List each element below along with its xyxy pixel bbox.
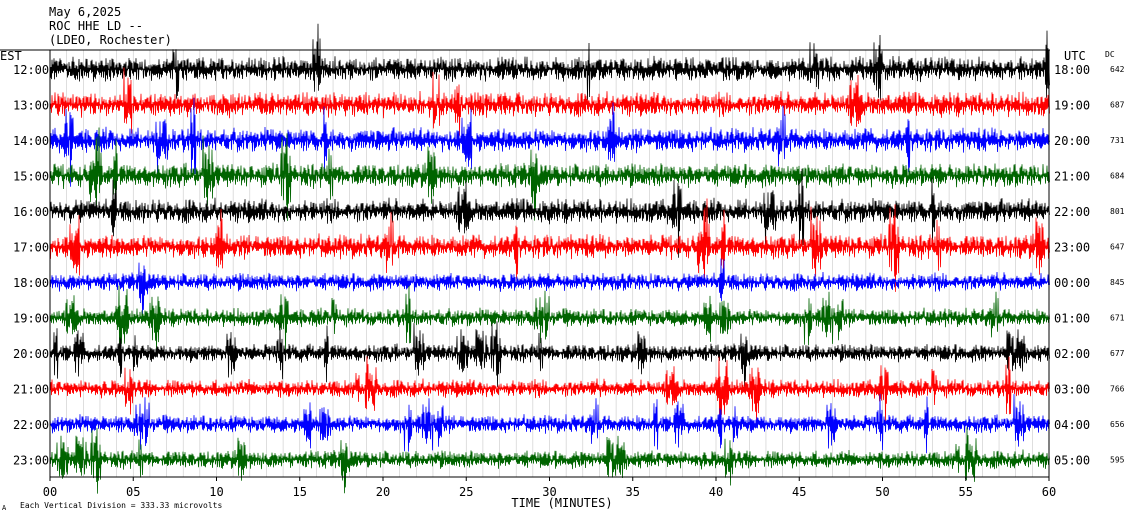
seismic-trace-1300 [49,67,1050,136]
dc-offset-value: 677 [1110,349,1125,358]
seismic-trace-1400 [49,97,1050,187]
x-tick-label: 50 [875,485,889,499]
est-hour-label: 15:00 [13,170,49,184]
utc-hour-label: 03:00 [1054,383,1090,397]
seismic-trace-2100 [49,356,1050,424]
utc-hour-label: 02:00 [1054,347,1090,361]
utc-hour-label: 23:00 [1054,241,1090,255]
x-tick-label: 25 [459,485,473,499]
x-tick-label: 00 [43,485,57,499]
x-tick-label: 20 [376,485,390,499]
est-hour-label: 23:00 [13,454,49,468]
utc-hour-label: 01:00 [1054,312,1090,326]
dc-offset-value: 656 [1110,420,1125,429]
x-tick-label: 40 [709,485,723,499]
footer-scale-note: Each Vertical Division = 333.33 microvol… [20,501,222,510]
est-hour-label: 22:00 [13,418,49,432]
dc-offset-value: 647 [1110,243,1125,252]
seismic-trace-1200 [49,23,1050,101]
seismic-trace-2200 [49,393,1050,454]
est-tick-labels: 12:00 13:00 14:00 15:00 16:00 17:00 18:00 19:00… [13,63,49,468]
x-tick-label: 35 [626,485,640,499]
dc-offset-value: 845 [1110,278,1125,287]
utc-hour-label: 18:00 [1054,63,1090,77]
x-tick-labels: 00 05 10 15 20 25 30 35 40 45 50 55 60 [43,477,1056,499]
utc-hour-label: 22:00 [1054,205,1090,219]
est-hour-label: 21:00 [13,383,49,397]
utc-hour-label: 00:00 [1054,276,1090,290]
est-hour-label: 20:00 [13,347,49,361]
est-hour-label: 16:00 [13,205,49,219]
x-tick-label: 15 [293,485,307,499]
dc-offset-value: 801 [1110,207,1125,216]
header-network: (LDEO, Rochester) [49,33,172,47]
est-hour-label: 14:00 [13,134,49,148]
dc-offset-value: 671 [1110,314,1125,323]
seismic-trace-1600 [49,168,1050,258]
seismic-trace-1500 [49,127,1050,221]
utc-hour-label: 04:00 [1054,418,1090,432]
est-hour-label: 19:00 [13,312,49,326]
x-axis-title: TIME (MINUTES) [511,496,612,510]
dc-offset-value: 687 [1110,101,1125,110]
footer-mark: A [2,504,7,512]
utc-tick-labels: 18:00 19:00 20:00 21:00 22:00 23:00 00:00 01:00… [1054,63,1090,468]
est-hour-label: 18:00 [13,276,49,290]
x-tick-label: 10 [209,485,223,499]
dc-values: 642 687 731 684 801 647 845 671 677 766 656 595 [1110,65,1125,465]
seismic-trace-1700 [49,198,1050,292]
x-tick-label: 55 [959,485,973,499]
dc-offset-value: 684 [1110,172,1125,181]
header-station: ROC HHE LD -- [49,19,143,33]
est-axis-label: EST [0,49,22,63]
x-tick-label: 05 [126,485,140,499]
utc-hour-label: 19:00 [1054,99,1090,113]
x-tick-label: 45 [792,485,806,499]
dc-offset-value: 766 [1110,385,1125,394]
x-tick-label: 60 [1042,485,1056,499]
seismic-trace-1800 [49,258,1050,316]
utc-hour-label: 20:00 [1054,134,1090,148]
x-tick-label: 30 [542,485,556,499]
seismic-trace-2300 [49,427,1050,494]
dc-offset-value: 731 [1110,136,1125,145]
est-hour-label: 17:00 [13,241,49,255]
est-hour-label: 13:00 [13,99,49,113]
header-date: May 6,2025 [49,5,121,19]
dc-offset-value: 595 [1110,456,1125,465]
seismic-trace-2000 [49,321,1050,388]
seismic-traces [49,23,1050,494]
dc-offset-value: 642 [1110,65,1125,74]
dc-column-label: DC [1105,50,1115,59]
utc-axis-label: UTC [1064,49,1086,63]
seismic-trace-1900 [49,285,1050,353]
utc-hour-label: 05:00 [1054,454,1090,468]
utc-hour-label: 21:00 [1054,170,1090,184]
est-hour-label: 12:00 [13,63,49,77]
